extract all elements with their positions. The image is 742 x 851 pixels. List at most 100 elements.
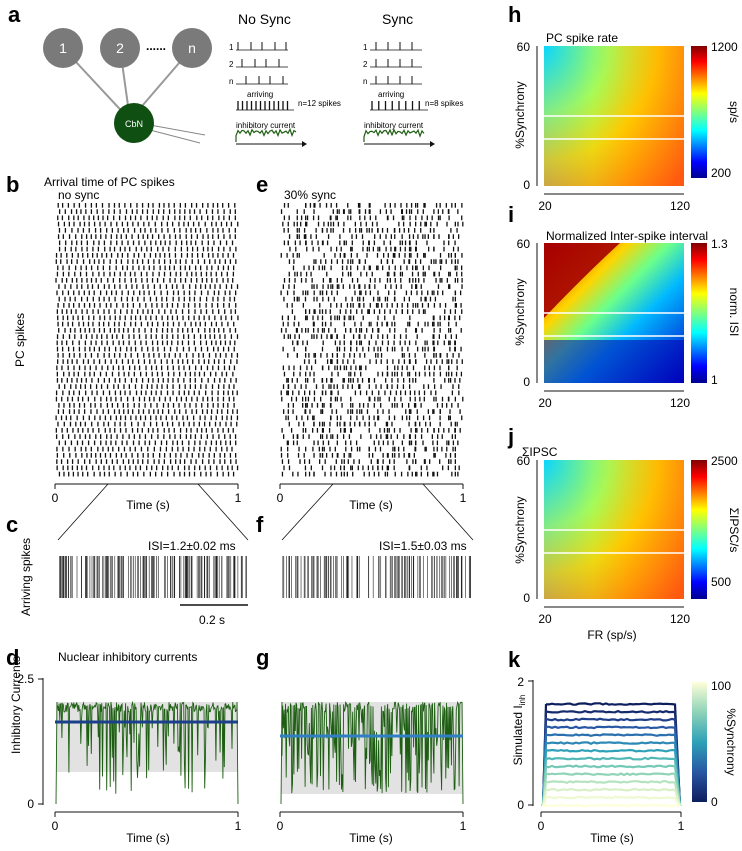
synchrony-trace (541, 702, 682, 807)
colorbar-i-top: 1.3 (711, 237, 728, 251)
panel-a-schematic: 1 2 n ...... CbN (43, 28, 212, 144)
panel-j-ytick-60: 60 (517, 454, 531, 468)
raster-sync30 (280, 203, 464, 477)
panel-g-xlabel: Time (s) (349, 831, 393, 845)
sync-row-2: 2 (363, 60, 368, 69)
sync-arriving-label: arriving (378, 90, 404, 99)
panel-d-xtick-1: 1 (235, 819, 242, 833)
nosync-arrow-icon (302, 141, 307, 147)
colorbar-k-label: %Synchrony (724, 708, 738, 775)
synchrony-trace (541, 787, 682, 807)
nosync-inhib-label: inhibitory current (236, 121, 296, 130)
panel-e-xtick-1: 1 (460, 491, 467, 505)
panel-j-title: ΣIPSC (522, 445, 558, 459)
panel-a-nosync: No Sync 1 2 n arriving n=12 spikes inhib… (229, 11, 341, 147)
synchrony-trace (541, 725, 682, 807)
scale-bar-label: 0.2 s (199, 613, 225, 627)
node-label-1: 1 (59, 40, 67, 56)
nosync-row-1: 1 (229, 43, 234, 52)
colorbar-j-top: 2500 (711, 454, 738, 468)
panel-k-xlabel: Time (s) (590, 831, 634, 845)
sync-spike-rows (370, 42, 422, 85)
node-label-n: n (188, 40, 196, 56)
panel-a-sync: Sync 1 2 n arriving n=8 spikes inhibitor… (363, 11, 463, 147)
nosync-spike-rows (236, 42, 288, 85)
nosync-title: No Sync (238, 11, 291, 27)
cbn-node (114, 103, 154, 143)
panel-i-ytick-0: 0 (523, 375, 530, 389)
colorbar-k (692, 682, 707, 802)
panel-b-title: Arrival time of PC spikes (44, 175, 175, 189)
node-ellipsis: ...... (146, 39, 166, 53)
cbn-label: CbN (125, 119, 143, 129)
panel-j-ylabel: %Synchrony (513, 496, 527, 563)
panel-g-xtick-1: 1 (460, 819, 467, 833)
panel-j-xtick-120: 120 (670, 612, 690, 626)
panel-letter-f: f (256, 512, 264, 537)
synchrony-trace (542, 803, 681, 808)
colorbar-h-top: 1200 (711, 40, 738, 54)
synchrony-trace (541, 709, 682, 807)
synchrony-trace (541, 756, 682, 807)
nosync-current-trace (235, 127, 297, 142)
panel-g-trace (280, 700, 464, 805)
nosync-count: n=12 spikes (298, 99, 341, 108)
nosync-arriving-label: arriving (247, 90, 273, 99)
panel-k-ytick-2: 2 (517, 675, 524, 689)
panel-k-ylabel-main: Simulated I (511, 705, 525, 765)
panel-letter-g: g (256, 645, 269, 670)
panel-f-isi: ISI=1.5±0.03 ms (379, 539, 467, 553)
panel-d-ytick-top: 2.5 (17, 672, 34, 686)
panel-b-ylabel: PC spikes (13, 313, 27, 367)
colorbar-j-bottom: 500 (711, 575, 731, 589)
nosync-arriving-spikes (236, 101, 294, 111)
sync-current-trace (363, 128, 425, 142)
panel-h-ytick-60: 60 (517, 40, 531, 54)
panel-i-ylabel: %Synchrony (513, 278, 527, 345)
panel-b-xtick-1: 1 (235, 491, 242, 505)
colorbar-k-bottom: 0 (711, 795, 718, 809)
panel-d-xlabel: Time (s) (126, 831, 170, 845)
panel-h-title: PC spike rate (546, 31, 618, 45)
panel-b-xlabel: Time (s) (126, 498, 170, 512)
panel-i-title: Normalized Inter-spike interval (546, 229, 708, 243)
synchrony-trace (541, 772, 682, 807)
pc-node-1 (43, 28, 83, 68)
panel-letter-c: c (6, 512, 18, 537)
panel-k-ylabel: Simulated Iinh (511, 695, 527, 766)
pc-node-n (172, 28, 212, 68)
panel-letter-i: i (508, 202, 514, 227)
colorbar-i-bottom: 1 (711, 373, 718, 387)
heatmap-i-saturated (544, 243, 620, 318)
panel-j-xtick-20: 20 (538, 612, 552, 626)
panel-h-ylabel: %Synchrony (513, 81, 527, 148)
arriving-spikes-nosync (59, 556, 247, 598)
panel-i-xtick-20: 20 (538, 396, 552, 410)
panel-b-subtitle: no sync (58, 188, 99, 202)
colorbar-i (691, 243, 707, 383)
panel-j-xlabel: FR (sp/s) (587, 628, 636, 642)
panel-e-xtick-0: 0 (277, 491, 284, 505)
synchrony-trace (541, 748, 682, 807)
panel-k-xtick-1: 1 (678, 819, 685, 833)
panel-k-xtick-0: 0 (538, 819, 545, 833)
sync-arrow-icon (430, 141, 435, 147)
colorbar-j (691, 460, 707, 599)
pc-node-2 (100, 28, 140, 68)
panel-i-xtick-120: 120 (670, 396, 690, 410)
nosync-row-n: n (229, 77, 233, 86)
panel-h-ytick-0: 0 (523, 178, 530, 192)
synchrony-trace (541, 795, 681, 807)
panel-letter-b: b (6, 172, 19, 197)
panel-k-ytick-0: 0 (517, 798, 524, 812)
arriving-spikes-sync (282, 556, 471, 598)
panel-e-xlabel: Time (s) (349, 498, 393, 512)
sync-count: n=8 spikes (425, 99, 463, 108)
panel-k-ylabel-sub: inh (518, 695, 527, 706)
panel-e-subtitle: 30% sync (284, 188, 336, 202)
sync-row-n: n (363, 77, 367, 86)
raster-nosync (55, 203, 239, 477)
sync-row-1: 1 (363, 43, 368, 52)
colorbar-h-bottom: 200 (711, 166, 731, 180)
